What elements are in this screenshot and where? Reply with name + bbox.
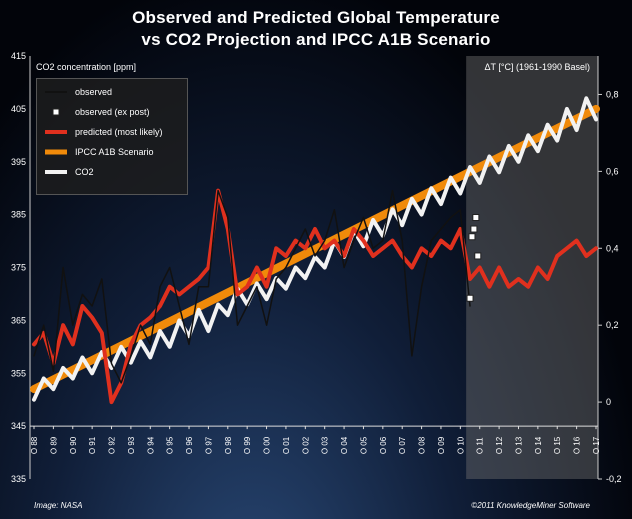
x-tick-label: O 12 (495, 436, 504, 454)
right-tick-label: -0,2 (606, 474, 622, 484)
x-tick-label: O 11 (476, 437, 485, 454)
left-axis-label: CO2 concentration [ppm] (36, 62, 137, 72)
x-tick-label: O 05 (359, 436, 368, 454)
legend-label: predicted (most likely) (75, 127, 163, 137)
x-tick-label: O 99 (243, 436, 252, 454)
predicted-series-line (32, 188, 598, 405)
legend-swatch-observed-ex-post (52, 108, 60, 116)
x-tick-label: O 88 (30, 436, 39, 454)
x-tick-label: O 95 (166, 436, 175, 454)
legend-label: IPCC A1B Scenario (75, 147, 154, 157)
legend-label: CO2 (75, 167, 94, 177)
observed-ex-post-point (466, 294, 474, 302)
x-tick-label: O 02 (301, 436, 310, 454)
left-tick-label: 415 (11, 51, 26, 61)
legend-swatch-observed (45, 91, 67, 93)
x-tick-label: O 03 (321, 436, 330, 454)
right-tick-label: 0,4 (606, 243, 619, 253)
legend-label: observed (75, 87, 113, 97)
x-tick-label: O 93 (127, 436, 136, 454)
left-tick-label: 345 (11, 421, 26, 431)
right-tick-label: 0,8 (606, 89, 619, 99)
chart-title-line1: Observed and Predicted Global Temperatur… (132, 8, 500, 27)
x-tick-label: O 91 (88, 436, 97, 454)
x-tick-label: O 90 (69, 436, 78, 454)
x-tick-label: O 15 (553, 436, 562, 454)
image-credit: Image: NASA (34, 501, 83, 510)
x-tick-label: O 07 (398, 436, 407, 454)
x-tick-label: O 06 (379, 436, 388, 454)
left-tick-label: 405 (11, 104, 26, 114)
right-axis-label: ΔT [°C] (1961-1990 Basel) (484, 62, 591, 72)
right-tick-label: 0 (606, 397, 611, 407)
ipcc-series-line (30, 104, 600, 394)
observed-ex-post-point (468, 233, 476, 241)
right-tick-label: 0,6 (606, 166, 619, 176)
observed-ex-post-point (470, 225, 478, 233)
legend: observed observed (ex post) predicted (m… (36, 78, 188, 195)
x-tick-label: O 89 (49, 436, 58, 454)
left-tick-label: 365 (11, 315, 26, 325)
x-tick-label: O 17 (592, 436, 601, 454)
observed-ex-post-point (472, 214, 480, 222)
legend-label: observed (ex post) (75, 107, 150, 117)
x-tick-label: O 16 (573, 436, 582, 454)
copyright: ©2011 KnowledgeMiner Software (471, 501, 590, 510)
x-tick-label: O 04 (340, 436, 349, 454)
x-tick-label: O 01 (282, 436, 291, 454)
x-tick-label: O 09 (437, 436, 446, 454)
x-tick-label: O 00 (263, 436, 272, 454)
x-tick-label: O 97 (204, 436, 213, 454)
legend-swatch-co2 (45, 170, 67, 174)
legend-swatch-ipcc (45, 149, 67, 155)
x-tick-label: O 13 (514, 436, 523, 454)
left-tick-label: 385 (11, 210, 26, 220)
x-tick-label: O 94 (146, 436, 155, 454)
observed-series-line (33, 189, 471, 384)
observed-ex-post-point (474, 252, 482, 260)
x-tick-label: O 92 (108, 436, 117, 454)
x-tick-label: O 98 (224, 436, 233, 454)
left-tick-label: 375 (11, 263, 26, 273)
chart-title-line2: vs CO2 Projection and IPCC A1B Scenario (141, 30, 491, 49)
x-tick-label: O 08 (418, 436, 427, 454)
x-tick-label: O 96 (185, 436, 194, 454)
x-tick-label: O 14 (534, 436, 543, 454)
legend-swatch-predicted (45, 130, 67, 134)
left-tick-label: 355 (11, 368, 26, 378)
x-tick-label: O 10 (456, 436, 465, 454)
right-tick-label: 0,2 (606, 320, 619, 330)
left-tick-label: 335 (11, 474, 26, 484)
left-tick-label: 395 (11, 157, 26, 167)
